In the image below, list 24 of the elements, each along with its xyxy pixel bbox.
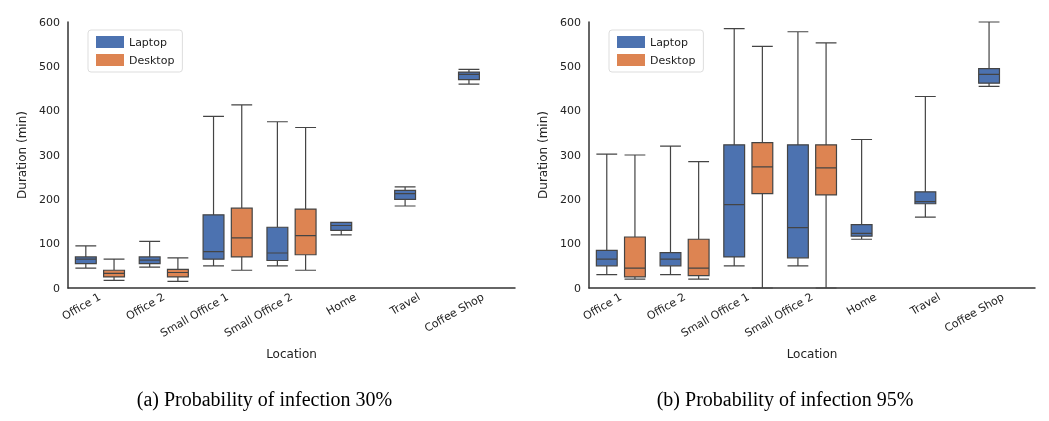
legend-label: Laptop <box>650 35 688 49</box>
y-tick-label: 200 <box>560 192 581 206</box>
y-tick-label: 500 <box>39 59 60 73</box>
y-tick-label: 0 <box>574 281 581 295</box>
y-tick-label: 300 <box>39 148 60 162</box>
y-axis-title: Duration (min) <box>15 111 29 199</box>
y-axis-title: Duration (min) <box>536 111 550 199</box>
x-axis-title: Location <box>266 347 317 361</box>
legend-label: Laptop <box>129 35 167 49</box>
y-tick-label: 100 <box>560 237 581 251</box>
y-tick-label: 300 <box>560 148 581 162</box>
y-tick-label: 600 <box>39 15 60 29</box>
y-tick-label: 400 <box>39 104 60 118</box>
text: (b) Probability of infection 95% <box>656 388 914 411</box>
y-tick-label: 400 <box>560 104 581 118</box>
legend-label: Desktop <box>129 53 175 67</box>
x-axis-title: Location <box>786 347 838 361</box>
legend-label: Desktop <box>650 53 696 67</box>
y-tick-label: 100 <box>39 237 60 251</box>
y-tick-label: 0 <box>53 281 60 295</box>
y-tick-label: 200 <box>39 192 60 206</box>
text: (a) Probability of infection 30% <box>136 388 393 411</box>
y-tick-label: 500 <box>560 59 581 73</box>
y-tick-label: 600 <box>560 15 581 29</box>
